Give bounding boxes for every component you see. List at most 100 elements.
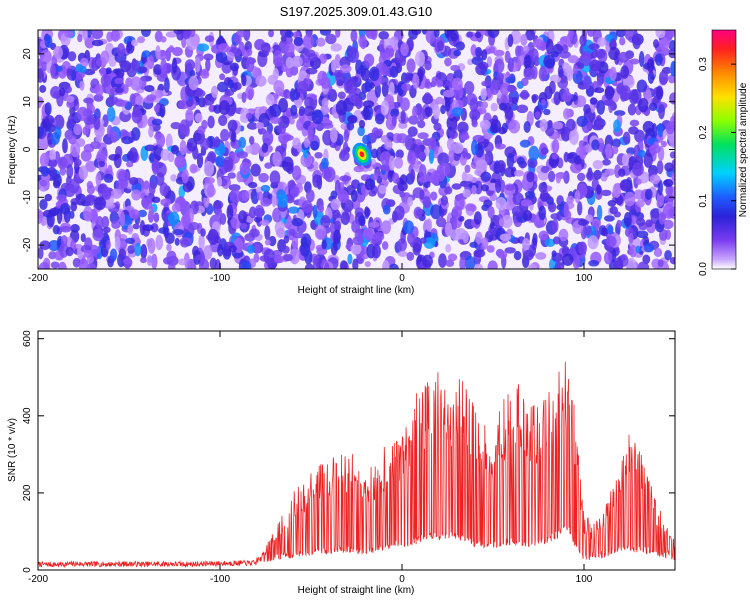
heatmap-cell xyxy=(216,176,223,187)
heatmap-cell xyxy=(424,106,433,118)
heatmap-cell xyxy=(110,30,120,42)
heatmap-cell xyxy=(531,94,537,104)
heatmap-cell xyxy=(615,30,627,38)
heatmap-cell xyxy=(370,148,379,159)
heatmap-cell xyxy=(164,77,170,93)
heatmap-cell xyxy=(363,105,369,120)
heatmap-cell xyxy=(532,232,538,246)
heatmap-cell xyxy=(272,151,282,167)
heatmap-cell xyxy=(352,236,364,246)
heatmap-cell xyxy=(179,119,189,136)
heatmap-cell xyxy=(234,35,242,45)
heatmap-cell xyxy=(100,73,111,88)
heatmap-cell xyxy=(241,73,247,87)
heatmap-cell xyxy=(148,125,154,138)
heatmap-cell xyxy=(450,64,461,72)
heatmap-cell xyxy=(218,43,230,53)
heatmap-cell xyxy=(68,178,80,194)
heatmap-cell xyxy=(554,260,561,269)
heatmap-x-tick-label: 100 xyxy=(576,273,593,284)
heatmap-cell xyxy=(140,257,147,264)
heatmap-cell xyxy=(528,264,538,269)
heatmap-cell xyxy=(381,220,392,235)
heatmap-cell xyxy=(605,143,613,159)
heatmap-cell xyxy=(114,87,124,94)
heatmap-cell xyxy=(101,215,110,229)
heatmap-cell xyxy=(475,159,488,172)
heatmap-cell xyxy=(280,35,287,42)
heatmap-cell xyxy=(659,37,670,52)
heatmap-cell xyxy=(647,71,655,84)
heatmap-cell xyxy=(540,147,549,155)
heatmap-cell xyxy=(428,136,437,152)
heatmap-cell xyxy=(618,168,626,177)
heatmap-cell xyxy=(466,31,474,38)
heatmap-cell xyxy=(215,51,228,63)
snr-line xyxy=(38,361,675,569)
heatmap-cell xyxy=(662,203,675,219)
snr-y-tick-label: 200 xyxy=(22,484,33,501)
heatmap-cell xyxy=(497,251,508,259)
heatmap-cell xyxy=(174,157,182,167)
heatmap-cell xyxy=(158,108,165,117)
heatmap-cell xyxy=(220,128,230,142)
heatmap-cell xyxy=(118,248,127,260)
heatmap-cell xyxy=(612,138,621,148)
colorbar-tick-label: 0.0 xyxy=(698,262,709,276)
heatmap-cell xyxy=(50,63,56,79)
heatmap-cell xyxy=(505,76,516,84)
heatmap-cell xyxy=(401,83,412,92)
heatmap-cell xyxy=(196,152,204,169)
heatmap-cell xyxy=(159,98,169,107)
heatmap-cell xyxy=(48,251,57,260)
heatmap-cell xyxy=(203,194,210,208)
heatmap-cell xyxy=(218,100,231,116)
heatmap-cell xyxy=(388,155,396,171)
heatmap-cell xyxy=(339,64,352,74)
heatmap-cell xyxy=(100,50,110,65)
heatmap-cell xyxy=(459,256,466,269)
heatmap-cell xyxy=(539,118,548,132)
heatmap-cell xyxy=(105,239,111,250)
heatmap-cell xyxy=(303,105,315,117)
heatmap-cell xyxy=(92,228,104,242)
heatmap-cell xyxy=(56,65,63,72)
heatmap-cell xyxy=(227,172,236,179)
heatmap-cell xyxy=(211,85,219,98)
heatmap-cell xyxy=(462,173,474,182)
heatmap-cell xyxy=(520,89,529,100)
heatmap-cell xyxy=(287,206,300,214)
heatmap-cell xyxy=(596,204,603,221)
heatmap-cell xyxy=(382,204,391,215)
heatmap-cell xyxy=(296,80,309,94)
heatmap-cell xyxy=(658,104,665,120)
heatmap-cell xyxy=(665,184,673,196)
heatmap-cell xyxy=(569,129,579,145)
heatmap-cell xyxy=(616,219,622,229)
heatmap-cell xyxy=(91,39,104,47)
heatmap-cell xyxy=(310,140,320,151)
heatmap-cell xyxy=(70,224,80,233)
heatmap-cell xyxy=(538,66,548,82)
heatmap-cell xyxy=(95,134,103,144)
heatmap-cell xyxy=(76,106,89,121)
heatmap-cell xyxy=(301,233,312,249)
heatmap-cell xyxy=(578,241,587,255)
heatmap-cell xyxy=(49,159,58,168)
heatmap-cell xyxy=(379,151,392,166)
heatmap-cell xyxy=(172,229,185,236)
heatmap-cell xyxy=(337,91,346,99)
heatmap-cell xyxy=(277,193,289,208)
heatmap-cell xyxy=(656,191,665,207)
heatmap-cell xyxy=(403,220,414,234)
snr-y-label: SNR (10 * v/v) xyxy=(7,418,18,482)
heatmap-cell xyxy=(499,233,512,242)
heatmap-cell xyxy=(636,199,645,208)
heatmap-cell xyxy=(574,190,581,204)
heatmap-cell xyxy=(70,141,81,158)
heatmap-cell xyxy=(624,30,634,41)
heatmap-cell xyxy=(67,114,74,129)
heatmap-cell xyxy=(131,189,142,201)
heatmap-cell xyxy=(245,112,253,120)
